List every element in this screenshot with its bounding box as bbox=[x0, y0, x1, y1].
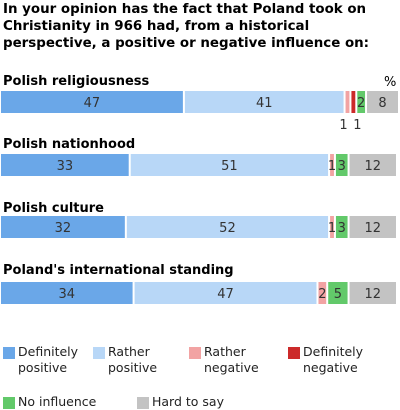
bar-segment-definitely-positive bbox=[1, 91, 183, 113]
bar-segment-no-influence bbox=[328, 282, 348, 304]
bar-segment-hard-to-say bbox=[367, 91, 398, 113]
legend-label: Definitely positive bbox=[18, 344, 79, 375]
data-label: 5 bbox=[334, 287, 342, 302]
data-label: 32 bbox=[55, 221, 72, 236]
legend-swatch bbox=[189, 347, 201, 359]
bar-segment-rather-positive bbox=[184, 91, 344, 113]
legend-label: No influence bbox=[18, 394, 97, 409]
legend-swatch bbox=[288, 347, 300, 359]
bar-segment-rather-negative bbox=[318, 282, 327, 304]
data-label: 1 bbox=[328, 159, 336, 174]
bar-segment-hard-to-say bbox=[349, 282, 396, 304]
bar-segment-rather-negative bbox=[330, 154, 334, 176]
data-label: 34 bbox=[59, 287, 76, 302]
legend-swatch bbox=[3, 347, 15, 359]
data-label: 1 bbox=[353, 118, 361, 133]
bar-segment-definitely-negative bbox=[351, 91, 356, 113]
category-label-poland-s-international-standing: Poland's international standing bbox=[3, 263, 234, 278]
bar-segment-rather-negative bbox=[330, 216, 334, 238]
legend-item-hard-to-say: Hard to say bbox=[137, 394, 224, 410]
data-label: 12 bbox=[365, 159, 382, 174]
data-label: 47 bbox=[84, 96, 101, 111]
data-label: 2 bbox=[357, 96, 365, 111]
legend-item-definitely-negative: Definitely negative bbox=[288, 344, 375, 376]
data-label: 51 bbox=[221, 159, 238, 174]
data-label: 8 bbox=[378, 96, 386, 111]
data-label: 47 bbox=[217, 287, 234, 302]
data-label: 52 bbox=[219, 221, 236, 236]
category-label-polish-religiousness: Polish religiousness bbox=[3, 74, 150, 89]
bar-segment-hard-to-say bbox=[349, 216, 396, 238]
bar-segment-rather-positive bbox=[126, 216, 329, 238]
bar-segment-definitely-positive bbox=[1, 282, 133, 304]
bar-segment-definitely-positive bbox=[1, 216, 125, 238]
data-label: 12 bbox=[365, 287, 382, 302]
legend-label: Hard to say bbox=[152, 394, 224, 409]
category-label-polish-nationhood: Polish nationhood bbox=[3, 137, 135, 152]
data-label: 3 bbox=[338, 221, 346, 236]
data-label: 1 bbox=[339, 118, 347, 133]
bar-segment-rather-positive bbox=[134, 282, 317, 304]
data-label: 41 bbox=[256, 96, 273, 111]
legend-item-no-influence: No influence bbox=[3, 394, 96, 410]
bar-segment-no-influence bbox=[335, 216, 348, 238]
bar-segment-definitely-positive bbox=[1, 154, 129, 176]
data-label: 2 bbox=[318, 287, 326, 302]
bar-segment-rather-positive bbox=[130, 154, 329, 176]
legend-label: Rather negative bbox=[204, 344, 259, 375]
legend-swatch bbox=[3, 397, 15, 409]
bar-segment-no-influence bbox=[335, 154, 348, 176]
data-label: 33 bbox=[57, 159, 74, 174]
chart-legend: Definitely positive Rather positive Rath… bbox=[0, 344, 400, 409]
category-label-polish-culture: Polish culture bbox=[3, 201, 104, 216]
bar-segment-no-influence bbox=[357, 91, 366, 113]
percent-unit-label: % bbox=[384, 75, 397, 90]
data-label: 3 bbox=[338, 159, 346, 174]
legend-label: Rather positive bbox=[108, 344, 158, 375]
bar-segment-rather-negative bbox=[345, 91, 350, 113]
legend-swatch bbox=[93, 347, 105, 359]
chart-title: In your opinion has the fact that Poland… bbox=[3, 2, 370, 51]
bar-segment-hard-to-say bbox=[349, 154, 396, 176]
legend-swatch bbox=[137, 397, 149, 409]
legend-item-rather-positive: Rather positive bbox=[93, 344, 180, 376]
legend-label: Definitely negative bbox=[303, 344, 364, 375]
legend-item-definitely-positive: Definitely positive bbox=[3, 344, 90, 376]
data-label: 1 bbox=[328, 221, 336, 236]
data-label: 12 bbox=[365, 221, 382, 236]
legend-item-rather-negative: Rather negative bbox=[189, 344, 276, 376]
